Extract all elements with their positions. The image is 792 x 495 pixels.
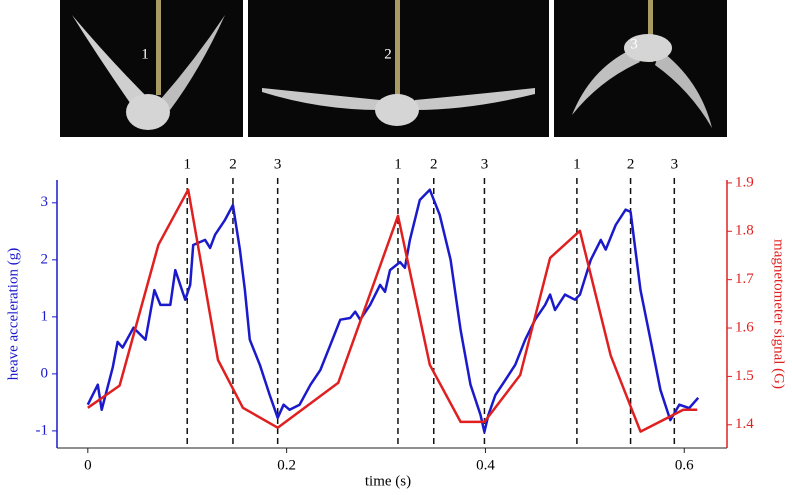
x-tick-label: 0.6	[675, 457, 694, 473]
y2-tick-label: 1.7	[735, 271, 754, 287]
data-line	[86, 188, 700, 434]
photo-panel: 1	[60, 0, 243, 137]
rod	[156, 0, 161, 95]
y-tick-label: 3	[41, 194, 49, 210]
y-tick-label: -1	[36, 422, 49, 438]
phase-label: 3	[671, 156, 679, 172]
photo-label: 2	[384, 46, 392, 62]
x-axis-label: time (s)	[365, 473, 411, 489]
phase-label: 2	[229, 156, 237, 172]
phase-label: 1	[394, 156, 402, 172]
y-tick-label: 1	[41, 308, 49, 324]
wing	[655, 50, 712, 128]
phase-label: 3	[274, 156, 282, 172]
y2-tick-label: 1.4	[735, 416, 754, 432]
phase-label: 1	[183, 156, 191, 172]
photo-label: 3	[630, 36, 638, 52]
y2-tick-label: 1.5	[735, 368, 754, 384]
x-tick-label: 0.2	[277, 457, 296, 473]
y-tick-label: 0	[41, 365, 49, 381]
photo-panel: 3	[554, 0, 727, 137]
photo-panel: 2	[248, 0, 549, 137]
wing	[72, 15, 150, 110]
wing	[572, 50, 640, 115]
wing	[415, 88, 535, 110]
y2-tick-label: 1.9	[735, 174, 754, 190]
y2-axis-label: magnetometer signal (G)	[771, 239, 787, 389]
photo-label: 1	[141, 46, 149, 62]
body	[375, 94, 419, 126]
data-line	[87, 188, 698, 433]
phase-label: 3	[481, 156, 489, 172]
x-tick-label: 0.4	[476, 457, 495, 473]
phase-label: 2	[430, 156, 438, 172]
y-axis-label: heave acceleration (g)	[5, 248, 21, 380]
rod	[648, 0, 653, 62]
y2-tick-label: 1.8	[735, 223, 754, 239]
body	[624, 34, 672, 62]
body	[126, 94, 170, 130]
wing	[262, 88, 380, 110]
photo	[554, 0, 727, 137]
y2-tick-label: 1.6	[735, 319, 754, 335]
wing	[160, 15, 225, 110]
x-tick-label: 0	[84, 457, 92, 473]
rod	[395, 0, 400, 95]
y-tick-label: 2	[41, 251, 49, 267]
phase-label: 1	[573, 156, 581, 172]
phase-label: 2	[627, 156, 635, 172]
